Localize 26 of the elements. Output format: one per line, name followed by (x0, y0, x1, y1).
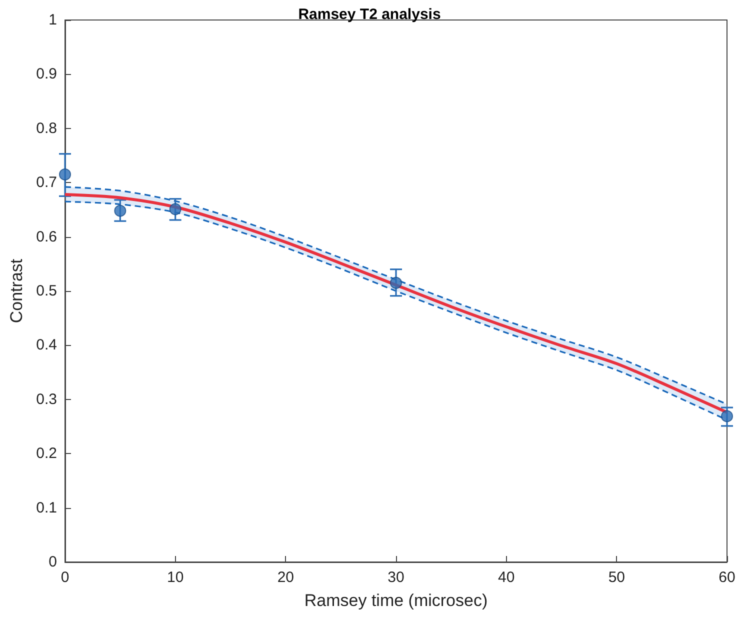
y-axis-title: Contrast (7, 258, 26, 324)
chart-title: Ramsey T2 analysis (298, 6, 441, 23)
x-tick-label: 50 (608, 569, 626, 586)
point (169, 203, 182, 216)
point (59, 168, 71, 180)
point (390, 276, 402, 289)
x-tick-label: 0 (60, 569, 70, 586)
x-tick-label: 20 (277, 569, 294, 586)
y-tick-label: 0.2 (36, 445, 57, 462)
x-tick-label: 10 (166, 569, 184, 586)
y-tick-label: 0.4 (36, 336, 57, 354)
y-tick-label: 0.1 (36, 499, 57, 516)
x-tick-label: 40 (498, 569, 515, 586)
y-tick-label: 0.7 (36, 174, 57, 192)
y-tick-label: 0 (48, 554, 57, 570)
y-tick-label: 0.3 (36, 390, 57, 408)
point (721, 410, 733, 422)
x-tick-label: 60 (718, 569, 736, 586)
point (114, 204, 126, 217)
y-tick-label: 0.5 (36, 282, 57, 300)
x-axis-title: Ramsey time (microsec) (304, 591, 488, 610)
y-tick-label: 1 (48, 12, 57, 28)
x-tick-label: 30 (388, 569, 404, 586)
y-tick-label: 0.9 (36, 66, 57, 83)
y-tick-label: 0.8 (36, 120, 57, 137)
y-tick-label: 0.6 (36, 228, 57, 246)
